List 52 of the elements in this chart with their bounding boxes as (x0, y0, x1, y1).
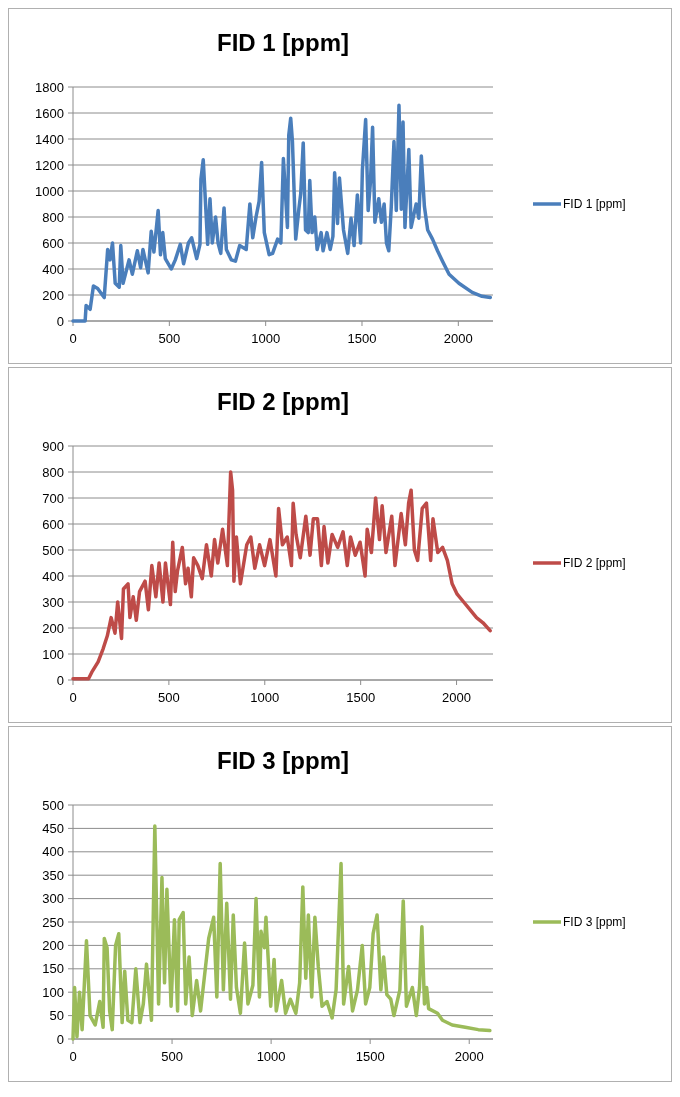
y-tick-label: 600 (42, 235, 64, 251)
y-tick-label: 900 (42, 438, 64, 454)
y-tick-label: 0 (56, 672, 64, 688)
x-tick-label: 1000 (251, 331, 281, 346)
x-tick-label: 500 (158, 690, 180, 705)
y-tick-label: 1200 (35, 157, 64, 173)
x-tick-label: 1500 (355, 1049, 385, 1064)
y-tick-label: 400 (42, 261, 64, 277)
chart-title: FID 2 [ppm] (217, 388, 349, 415)
y-tick-label: 150 (42, 961, 64, 977)
chart-title: FID 1 [ppm] (217, 29, 349, 56)
y-tick-label: 400 (42, 568, 64, 584)
y-tick-label: 1800 (35, 79, 64, 95)
y-tick-label: 500 (42, 797, 64, 813)
x-tick-label: 0 (69, 1049, 77, 1064)
x-tick-label: 1000 (256, 1049, 286, 1064)
y-tick-label: 350 (42, 867, 64, 883)
x-tick-label: 2000 (442, 690, 472, 705)
x-tick-label: 1000 (250, 690, 280, 705)
legend-label: FID 2 [ppm] (563, 556, 626, 571)
y-tick-label: 1600 (35, 105, 64, 121)
y-tick-label: 250 (42, 914, 64, 930)
y-tick-label: 1000 (35, 183, 64, 199)
x-tick-label: 0 (69, 331, 77, 346)
chart-title: FID 3 [ppm] (217, 747, 349, 774)
y-tick-label: 450 (42, 820, 64, 836)
y-tick-label: 700 (42, 490, 64, 506)
y-tick-label: 200 (42, 287, 64, 303)
y-tick-label: 100 (42, 646, 64, 662)
x-tick-label: 2000 (443, 331, 473, 346)
legend-label: FID 1 [ppm] (563, 197, 626, 212)
legend-label: FID 3 [ppm] (563, 915, 626, 930)
y-tick-label: 50 (49, 1008, 64, 1024)
y-tick-label: 200 (42, 937, 64, 953)
y-tick-label: 0 (56, 1031, 64, 1047)
y-tick-label: 500 (42, 542, 64, 558)
x-tick-label: 1500 (346, 690, 376, 705)
y-tick-label: 1400 (35, 131, 64, 147)
y-tick-label: 800 (42, 464, 64, 480)
y-tick-label: 300 (42, 891, 64, 907)
x-tick-label: 500 (161, 1049, 183, 1064)
x-tick-label: 500 (158, 331, 181, 346)
x-tick-label: 1500 (347, 331, 377, 346)
y-tick-label: 0 (56, 313, 64, 329)
y-tick-label: 800 (42, 209, 64, 225)
y-tick-label: 300 (42, 594, 64, 610)
x-tick-label: 2000 (454, 1049, 484, 1064)
x-tick-label: 0 (69, 690, 77, 705)
y-tick-label: 200 (42, 620, 64, 636)
y-tick-label: 600 (42, 516, 64, 532)
y-tick-label: 100 (42, 984, 64, 1000)
y-tick-label: 400 (42, 844, 64, 860)
